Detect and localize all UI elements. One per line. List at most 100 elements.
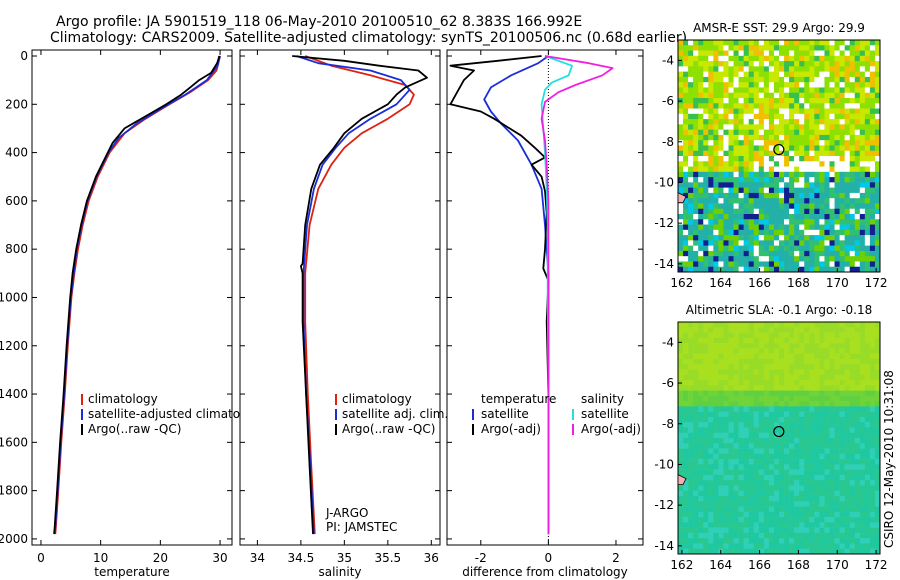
map-cell <box>688 522 694 528</box>
map-cell <box>844 548 850 555</box>
map-cell <box>834 380 840 386</box>
map-cell <box>743 192 749 199</box>
map-cell <box>678 538 684 544</box>
map-cell <box>809 353 815 360</box>
map-cell <box>789 448 795 455</box>
map-cell <box>768 390 775 397</box>
map-cell <box>789 322 795 328</box>
map-cell <box>804 92 810 99</box>
map-cell <box>773 332 780 339</box>
salinity-panel: 34 34.5 35 35.5 36salinityclimatologysatelli… <box>239 49 448 579</box>
map-cell <box>804 348 810 354</box>
map-cell <box>844 490 850 497</box>
map-cell <box>839 229 845 236</box>
map-cell <box>864 501 871 507</box>
map-cell <box>678 390 684 397</box>
map-cell <box>874 432 881 439</box>
map-cell <box>678 87 684 94</box>
map-cell <box>844 480 850 486</box>
map-cell <box>768 327 775 333</box>
map-cell <box>723 501 729 507</box>
map-cell <box>859 474 866 481</box>
map-cell <box>733 480 739 486</box>
map-cell <box>824 401 830 407</box>
map-cell <box>864 432 871 439</box>
map-cell <box>824 427 830 434</box>
map-cell <box>799 166 805 173</box>
map-cell <box>683 353 689 360</box>
map-cell <box>698 322 704 328</box>
map-cell <box>688 517 694 523</box>
map-cell <box>743 245 749 252</box>
map-cell <box>839 401 845 407</box>
map-cell <box>794 40 800 46</box>
map-cell <box>874 140 881 146</box>
map-cell <box>864 374 871 381</box>
map-cell <box>718 538 724 544</box>
map-cell <box>698 532 704 539</box>
map-cell <box>874 219 881 225</box>
map-cell <box>814 453 820 460</box>
map-cell <box>743 45 749 51</box>
map-cell <box>819 506 825 513</box>
map-x-tick-label: 166 <box>748 558 771 572</box>
map-cell <box>723 245 729 252</box>
map-cell <box>864 343 871 349</box>
map-cell <box>809 532 815 539</box>
map-cell <box>844 187 850 194</box>
map-cell <box>728 474 734 481</box>
map-cell <box>844 171 850 178</box>
map-cell <box>753 214 760 220</box>
map-cell <box>733 61 739 67</box>
map-cell <box>758 401 765 407</box>
map-cell <box>794 66 800 72</box>
map-cell <box>789 224 795 231</box>
map-cell <box>834 432 840 439</box>
map-cell <box>794 327 800 333</box>
map-cell <box>829 506 835 513</box>
map-cell <box>758 374 765 381</box>
map-cell <box>799 438 805 444</box>
map-cell <box>794 337 800 344</box>
map-cell <box>738 369 744 376</box>
map-cell <box>819 61 825 67</box>
map-cell <box>723 464 729 470</box>
map-cell <box>683 108 689 115</box>
map-cell <box>794 203 800 210</box>
map-cell <box>733 40 739 46</box>
map-cell <box>784 358 790 365</box>
map-cell <box>698 40 704 46</box>
map-cell <box>768 538 775 544</box>
map-cell <box>834 422 840 428</box>
map-cell <box>804 448 810 455</box>
map-cell <box>794 245 800 252</box>
map-cell <box>743 129 749 136</box>
map-cell <box>773 82 780 88</box>
map-cell <box>723 337 729 344</box>
map-cell <box>713 245 719 252</box>
map-cell <box>728 55 734 62</box>
map-cell <box>844 501 850 507</box>
map-cell <box>869 156 876 162</box>
map-cell <box>874 156 881 162</box>
map-cell <box>748 511 755 518</box>
map-cell <box>829 55 835 62</box>
map-cell <box>703 364 709 370</box>
map-cell <box>864 50 871 57</box>
map-cell <box>814 145 820 152</box>
map-cell <box>794 380 800 386</box>
map-cell <box>829 161 835 167</box>
map-cell <box>809 464 815 470</box>
map-cell <box>799 245 805 252</box>
map-cell <box>794 532 800 539</box>
map-cell <box>844 532 850 539</box>
map-cell <box>763 214 770 220</box>
map-cell <box>738 527 744 534</box>
map-cell <box>718 87 724 94</box>
map-cell <box>698 364 704 370</box>
map-cell <box>869 527 876 534</box>
map-cell <box>678 358 684 365</box>
map-cell <box>688 177 694 183</box>
map-cell <box>844 177 850 183</box>
